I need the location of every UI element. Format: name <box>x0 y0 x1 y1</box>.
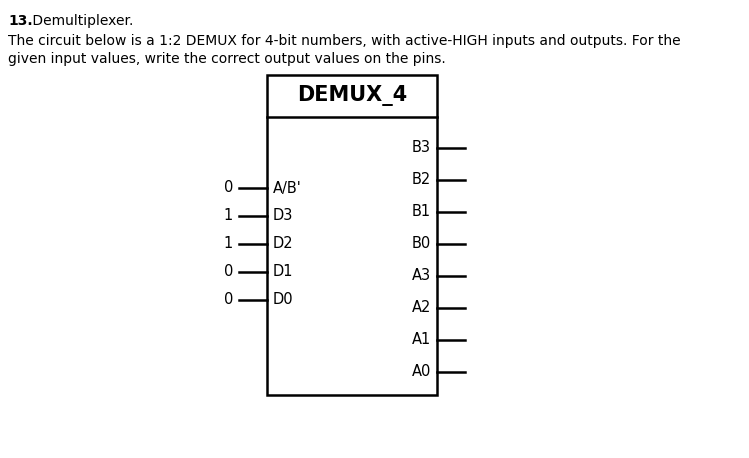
Text: D0: D0 <box>273 293 294 307</box>
Text: B0: B0 <box>412 236 431 251</box>
Text: Demultiplexer.: Demultiplexer. <box>28 14 133 28</box>
Text: A0: A0 <box>412 365 431 380</box>
Text: 0: 0 <box>224 265 233 279</box>
Text: B3: B3 <box>412 141 431 156</box>
Text: A1: A1 <box>412 333 431 348</box>
Text: 0: 0 <box>224 293 233 307</box>
Text: A3: A3 <box>412 268 431 284</box>
Text: 1: 1 <box>224 236 233 251</box>
Text: 0: 0 <box>224 180 233 196</box>
Text: A/B': A/B' <box>273 180 302 196</box>
Text: 13.: 13. <box>8 14 33 28</box>
Text: B2: B2 <box>412 173 431 187</box>
Text: D1: D1 <box>273 265 294 279</box>
Text: A2: A2 <box>412 300 431 316</box>
Text: The circuit below is a 1:2 DEMUX for 4-bit numbers, with active-HIGH inputs and : The circuit below is a 1:2 DEMUX for 4-b… <box>8 34 681 48</box>
Bar <box>267 75 437 395</box>
Text: D3: D3 <box>273 208 294 224</box>
Text: B1: B1 <box>412 205 431 219</box>
Text: 1: 1 <box>224 208 233 224</box>
Text: DEMUX_4: DEMUX_4 <box>297 86 407 107</box>
Text: given input values, write the correct output values on the pins.: given input values, write the correct ou… <box>8 52 446 66</box>
Text: D2: D2 <box>273 236 294 251</box>
